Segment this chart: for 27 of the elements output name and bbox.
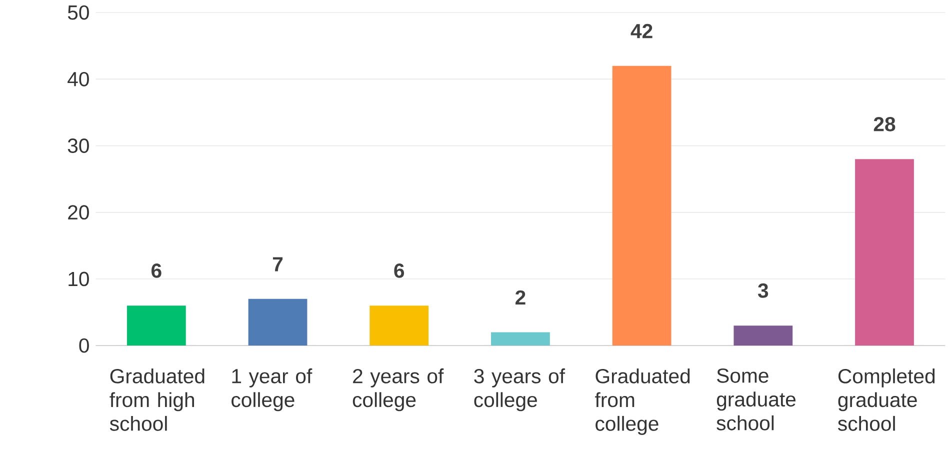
data-label: 6 (394, 264, 404, 278)
y-tick-label: 10 (68, 272, 89, 286)
x-tick-label: Graduated from high school (110, 368, 204, 431)
bar (248, 299, 308, 346)
x-tick-label: 1 year of college (232, 368, 312, 412)
x-tick-label: Completed graduate school (838, 368, 935, 431)
y-tick-label: 0 (79, 338, 89, 353)
y-tick-label: 50 (68, 5, 89, 20)
bar (734, 326, 793, 346)
data-label: 7 (272, 257, 283, 272)
data-label: 28 (874, 117, 896, 132)
x-tick-label: Some graduate school (716, 368, 796, 430)
bar (491, 332, 550, 346)
y-tick-label: 40 (68, 72, 89, 86)
x-tick-label: Graduated from college (595, 368, 690, 436)
data-label: 2 (516, 290, 526, 305)
bar (855, 159, 914, 346)
x-tick-label: 3 years of college (474, 368, 566, 412)
x-tick-label: 2 years of college (352, 368, 444, 412)
bar (612, 66, 672, 346)
bar (370, 306, 429, 346)
data-label: 6 (152, 264, 162, 278)
y-tick-label: 30 (68, 138, 89, 154)
y-tick-label: 20 (68, 205, 89, 220)
bar (126, 306, 186, 346)
data-label: 3 (758, 284, 768, 298)
data-label: 42 (630, 24, 652, 38)
